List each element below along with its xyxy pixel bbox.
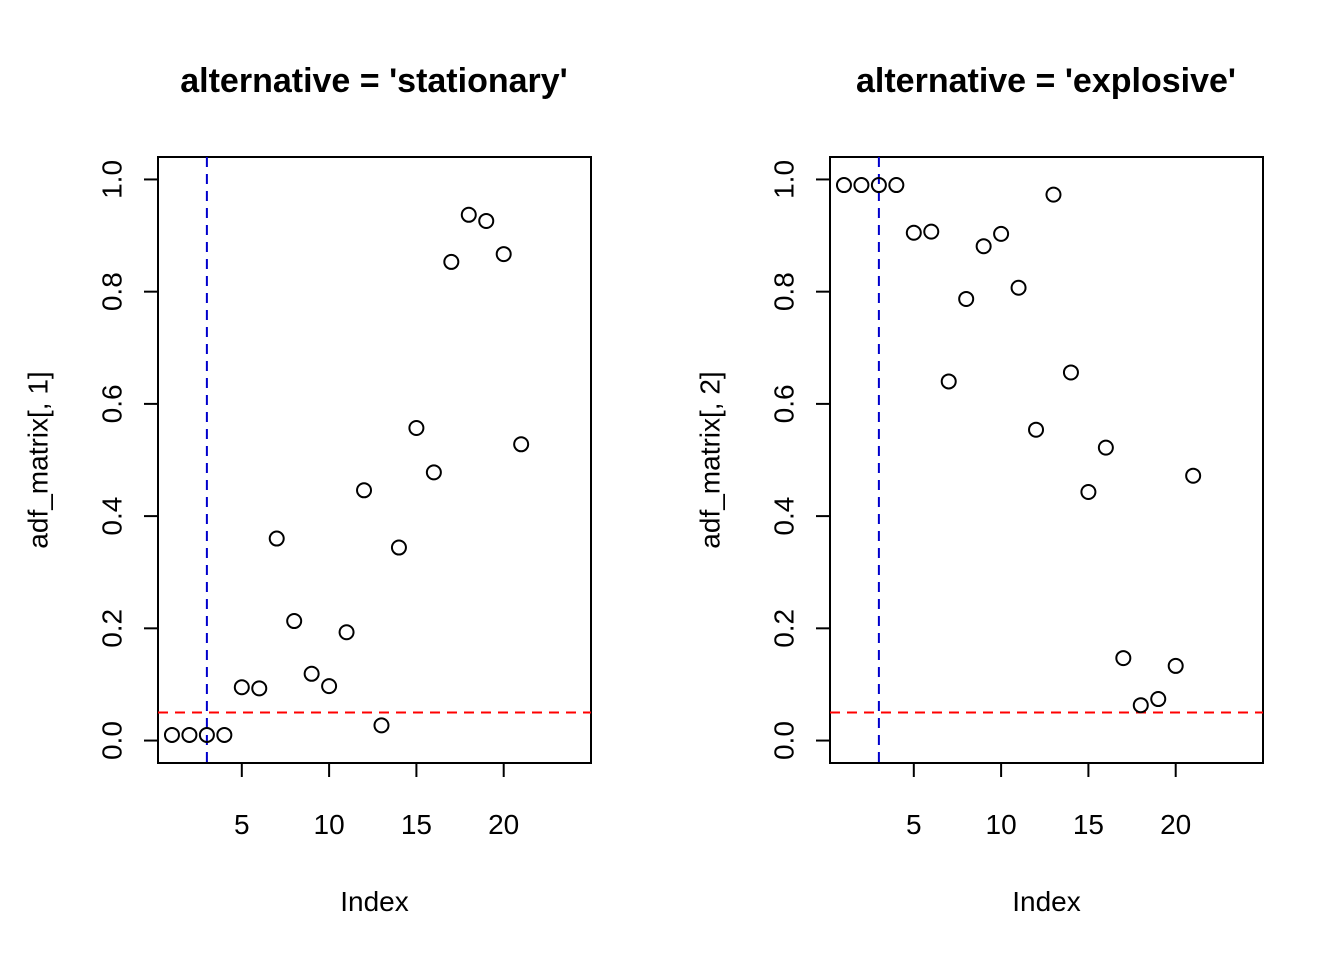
stationary-data-point — [513, 436, 530, 453]
stationary-x-tick-label: 15 — [401, 809, 432, 840]
explosive-plot-frame — [829, 156, 1264, 764]
explosive-y-tick-label: 1.0 — [769, 160, 800, 199]
stationary-data-point — [198, 726, 215, 743]
stationary-y-tick-label: 0.8 — [97, 272, 128, 311]
explosive-data-point — [958, 290, 975, 307]
stationary-data-point — [286, 613, 303, 630]
explosive-y-tick-label: 0.4 — [769, 497, 800, 536]
stationary-plot-frame — [157, 156, 592, 764]
stationary-data-point — [181, 726, 198, 743]
stationary-data-point — [495, 246, 512, 263]
explosive-title: alternative = 'explosive' — [856, 62, 1236, 100]
stationary-y-tick-label: 1.0 — [97, 160, 128, 199]
explosive-y-tick-label: 0.2 — [769, 609, 800, 648]
stationary-data-point — [373, 717, 390, 734]
explosive-x-tick-label: 10 — [986, 809, 1017, 840]
explosive-data-point — [835, 177, 852, 194]
explosive-data-point — [1045, 186, 1062, 203]
stationary-data-point — [425, 464, 442, 481]
explosive-data-point — [975, 238, 992, 255]
explosive-data-point — [940, 373, 957, 390]
explosive-data-point — [993, 225, 1010, 242]
stationary-data-point — [460, 206, 477, 223]
stationary-data-point — [303, 665, 320, 682]
stationary-data-point — [268, 530, 285, 547]
stationary-data-point — [233, 679, 250, 696]
stationary-y-tick-label: 0.4 — [97, 497, 128, 536]
stationary-data-point — [163, 726, 180, 743]
explosive-data-point — [853, 177, 870, 194]
explosive-data-point — [1132, 697, 1149, 714]
stationary-data-point — [338, 624, 355, 641]
explosive-x-axis-label: Index — [1012, 886, 1081, 917]
explosive-data-point — [1097, 439, 1114, 456]
stationary-data-point — [478, 212, 495, 229]
explosive-data-point — [1080, 483, 1097, 500]
explosive-data-point — [888, 177, 905, 194]
explosive-x-tick-label: 15 — [1073, 809, 1104, 840]
explosive-y-tick-label: 0.8 — [769, 272, 800, 311]
panel-stationary: alternative = 'stationary' 5 10 15 20 0.0 0.2 0… — [23, 62, 592, 917]
explosive-data-point — [1028, 421, 1045, 438]
explosive-x-tick-label: 20 — [1160, 809, 1191, 840]
stationary-x-tick-label: 10 — [314, 809, 345, 840]
stationary-data-point — [443, 253, 460, 270]
stationary-x-tick-label: 5 — [234, 809, 250, 840]
explosive-y-tick-label: 0.6 — [769, 384, 800, 423]
explosive-data-point — [870, 177, 887, 194]
explosive-data-point — [1115, 650, 1132, 667]
explosive-data-point — [905, 224, 922, 241]
explosive-data-point — [1150, 691, 1167, 708]
stationary-data-point — [216, 726, 233, 743]
stationary-y-axis-label: adf_matrix[, 1] — [23, 371, 54, 548]
explosive-data-point — [1167, 657, 1184, 674]
stationary-data-point — [356, 482, 373, 499]
stationary-title: alternative = 'stationary' — [180, 62, 568, 100]
stationary-x-axis-label: Index — [340, 886, 409, 917]
stationary-data-point — [321, 678, 338, 695]
stationary-data-point — [408, 420, 425, 437]
stationary-y-tick-label: 0.0 — [97, 721, 128, 760]
explosive-data-point — [1010, 279, 1027, 296]
explosive-y-tick-label: 0.0 — [769, 721, 800, 760]
stationary-y-tick-label: 0.6 — [97, 384, 128, 423]
explosive-y-axis-label: adf_matrix[, 2] — [695, 371, 726, 548]
explosive-data-point — [1062, 364, 1079, 381]
stationary-y-tick-label: 0.2 — [97, 609, 128, 648]
panel-explosive: alternative = 'explosive' 5 10 15 20 0.0 0.2 0.… — [695, 62, 1264, 917]
stationary-data-point — [251, 680, 268, 697]
stationary-x-tick-label: 20 — [488, 809, 519, 840]
explosive-x-tick-label: 5 — [906, 809, 922, 840]
stationary-data-point — [390, 539, 407, 556]
explosive-data-point — [1185, 467, 1202, 484]
explosive-data-point — [923, 223, 940, 240]
